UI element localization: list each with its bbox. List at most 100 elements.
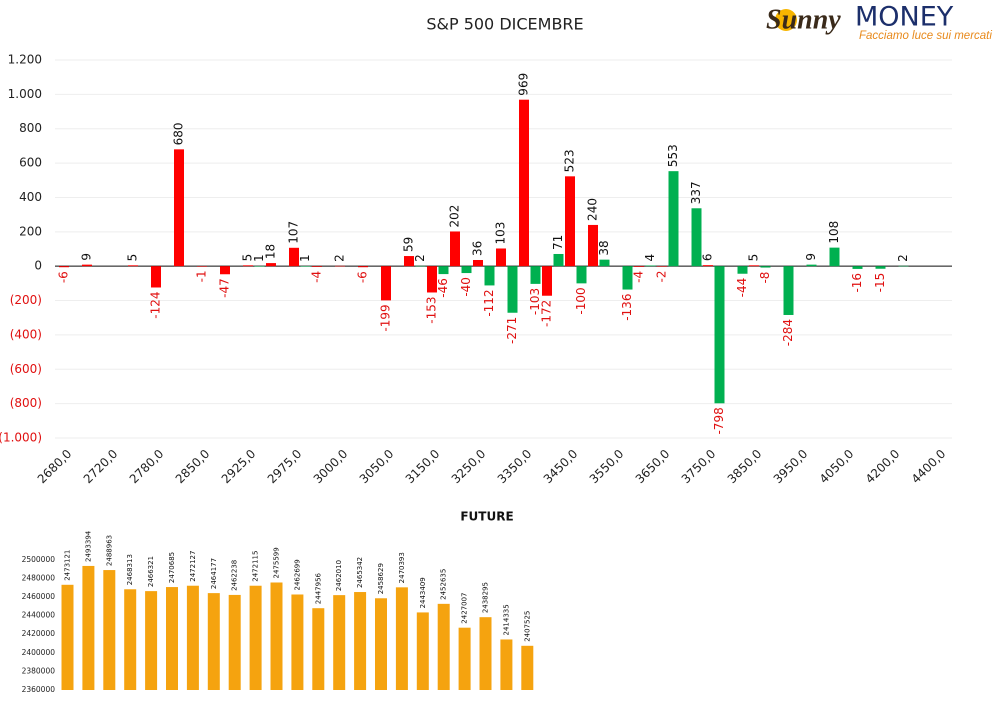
x-tick-label: 3950,0: [771, 447, 811, 487]
data-label: -15: [873, 273, 887, 293]
y-tick-label: 600: [19, 156, 42, 170]
data-label: -798: [712, 407, 726, 434]
bar: [576, 266, 587, 284]
bar: [657, 266, 667, 267]
data-label: 2414335: [502, 604, 510, 635]
bar: [542, 266, 552, 296]
data-label: 2473121: [64, 550, 72, 581]
data-label: -6: [356, 271, 370, 283]
bar: [415, 265, 426, 267]
x-tick-label: 3450,0: [541, 447, 581, 487]
data-label: -199: [379, 304, 393, 331]
y-tick-label: (1.000): [0, 431, 42, 445]
data-label: 59: [402, 237, 416, 252]
chart-title: FUTURE: [460, 510, 513, 524]
bar: [829, 247, 840, 267]
x-tick-label: 3150,0: [403, 447, 443, 487]
data-label: -6: [57, 271, 71, 283]
data-label: 2427007: [461, 592, 469, 623]
bar: [151, 266, 161, 288]
bar: [427, 266, 437, 293]
bar: [479, 617, 492, 690]
chart-title: S&P 500 DICEMBRE: [426, 15, 583, 34]
y-tick-label: 1.000: [8, 87, 42, 101]
y-tick-label: (400): [10, 327, 42, 341]
bar: [312, 266, 322, 267]
data-label: 2488963: [105, 535, 113, 566]
data-label: 2443409: [419, 577, 427, 608]
data-label: 553: [666, 144, 680, 167]
bar: [128, 265, 138, 267]
data-label: 2468313: [126, 554, 134, 585]
y-tick-label: 2400000: [22, 648, 56, 657]
bar: [691, 208, 702, 267]
x-tick-label: 2925,0: [219, 447, 259, 487]
data-label: 4: [643, 254, 657, 262]
data-label: 2465342: [356, 557, 364, 588]
data-label: 5: [241, 254, 255, 262]
data-label: -136: [620, 294, 634, 321]
bar: [806, 264, 817, 267]
y-tick-label: (200): [10, 293, 42, 307]
data-label: -8: [758, 272, 772, 284]
bar: [381, 266, 391, 301]
data-label: 2: [896, 254, 910, 262]
data-label: -40: [459, 277, 473, 297]
data-label: -4: [632, 271, 646, 283]
data-label: 2: [413, 254, 427, 262]
data-label: 680: [172, 122, 186, 145]
bar: [291, 594, 304, 690]
bar: [473, 259, 483, 267]
bar: [61, 584, 74, 690]
bar: [145, 591, 158, 690]
data-label: 6: [701, 254, 715, 262]
data-label: 2472127: [189, 551, 197, 582]
data-label: 2472115: [252, 551, 260, 582]
data-label: 2475599: [273, 547, 281, 578]
bar: [312, 608, 325, 690]
data-label: 2438295: [482, 582, 490, 613]
data-label: -1: [195, 270, 209, 282]
x-tick-label: 3850,0: [725, 447, 765, 487]
data-label: 18: [264, 244, 278, 259]
data-label: 2466321: [147, 556, 155, 587]
bar: [266, 263, 276, 267]
data-label: -4: [310, 271, 324, 283]
bar: [500, 639, 513, 690]
x-tick-label: 2720,0: [81, 447, 121, 487]
bar: [565, 176, 575, 267]
bar: [496, 248, 506, 267]
x-tick-label: 4050,0: [817, 447, 857, 487]
data-label: -172: [540, 300, 554, 327]
bar: [289, 247, 299, 267]
bar: [438, 266, 449, 275]
data-label: 38: [597, 240, 611, 255]
bar: [484, 266, 495, 286]
y-tick-label: (800): [10, 396, 42, 410]
bar: [634, 266, 644, 267]
data-label: 337: [689, 181, 703, 204]
data-label: 2462699: [293, 559, 301, 590]
y-tick-label: 1.200: [8, 53, 42, 67]
bar: [599, 259, 610, 267]
bar: [254, 266, 265, 267]
data-label: 240: [586, 198, 600, 221]
bar: [852, 266, 863, 269]
bar: [553, 253, 564, 267]
bar: [243, 265, 253, 267]
data-label: 2462010: [335, 560, 343, 591]
bar: [333, 595, 346, 690]
data-label: 71: [551, 235, 565, 250]
x-tick-label: 2850,0: [173, 447, 213, 487]
bar: [300, 266, 311, 267]
bar: [622, 266, 633, 290]
bar: [668, 171, 679, 267]
bar: [186, 585, 199, 690]
bar: [714, 266, 725, 404]
bar: [249, 585, 262, 690]
y-tick-label: 200: [19, 224, 42, 238]
data-label: -124: [149, 291, 163, 318]
x-tick-label: 3050,0: [357, 447, 397, 487]
y-tick-label: 400: [19, 190, 42, 204]
bar: [82, 264, 92, 267]
